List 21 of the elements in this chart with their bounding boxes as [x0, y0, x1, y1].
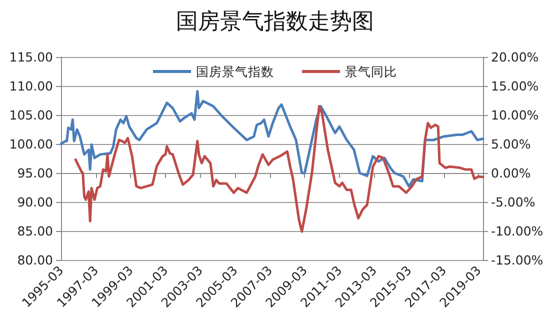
- line-series: [60, 90, 484, 188]
- legend-label: 国房景气指数: [196, 64, 274, 79]
- y2-tick-label: -15.00%: [491, 252, 544, 268]
- y2-tick-label: 15.00%: [491, 78, 539, 94]
- y-tick-label: 115.00: [9, 50, 54, 64]
- chart-title: 国房景气指数走势图: [176, 10, 374, 34]
- y-tick-label: 105.00: [9, 108, 54, 122]
- y-tick-label: 90.00: [17, 194, 54, 210]
- y2-tick-label: -5.00%: [491, 194, 536, 210]
- y-tick-label: 95.00: [17, 166, 54, 180]
- y-tick-label: 100.00: [9, 136, 54, 152]
- y-tick-label: 110.00: [9, 78, 54, 94]
- y2-tick-label: -10.00%: [491, 224, 544, 238]
- y2-tick-label: 20.00%: [491, 50, 539, 64]
- y2-tick-label: 10.00%: [491, 108, 539, 122]
- y-tick-label: 80.00: [17, 252, 54, 268]
- y-tick-label: 85.00: [17, 224, 54, 238]
- legend-label: 景气同比: [345, 64, 397, 79]
- y2-tick-label: 0.00%: [491, 166, 531, 180]
- y2-tick-label: 5.00%: [491, 136, 531, 152]
- line-series: [74, 105, 484, 233]
